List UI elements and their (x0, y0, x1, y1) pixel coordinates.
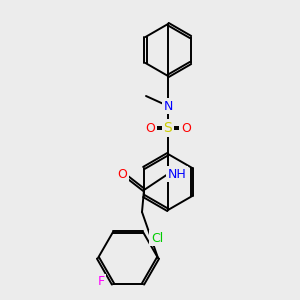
Text: O: O (145, 122, 155, 134)
Text: F: F (98, 275, 105, 289)
Text: Cl: Cl (151, 232, 163, 244)
Text: O: O (117, 167, 127, 181)
Text: O: O (181, 122, 191, 134)
Text: N: N (163, 100, 173, 112)
Text: S: S (164, 121, 172, 135)
Text: NH: NH (168, 167, 186, 181)
